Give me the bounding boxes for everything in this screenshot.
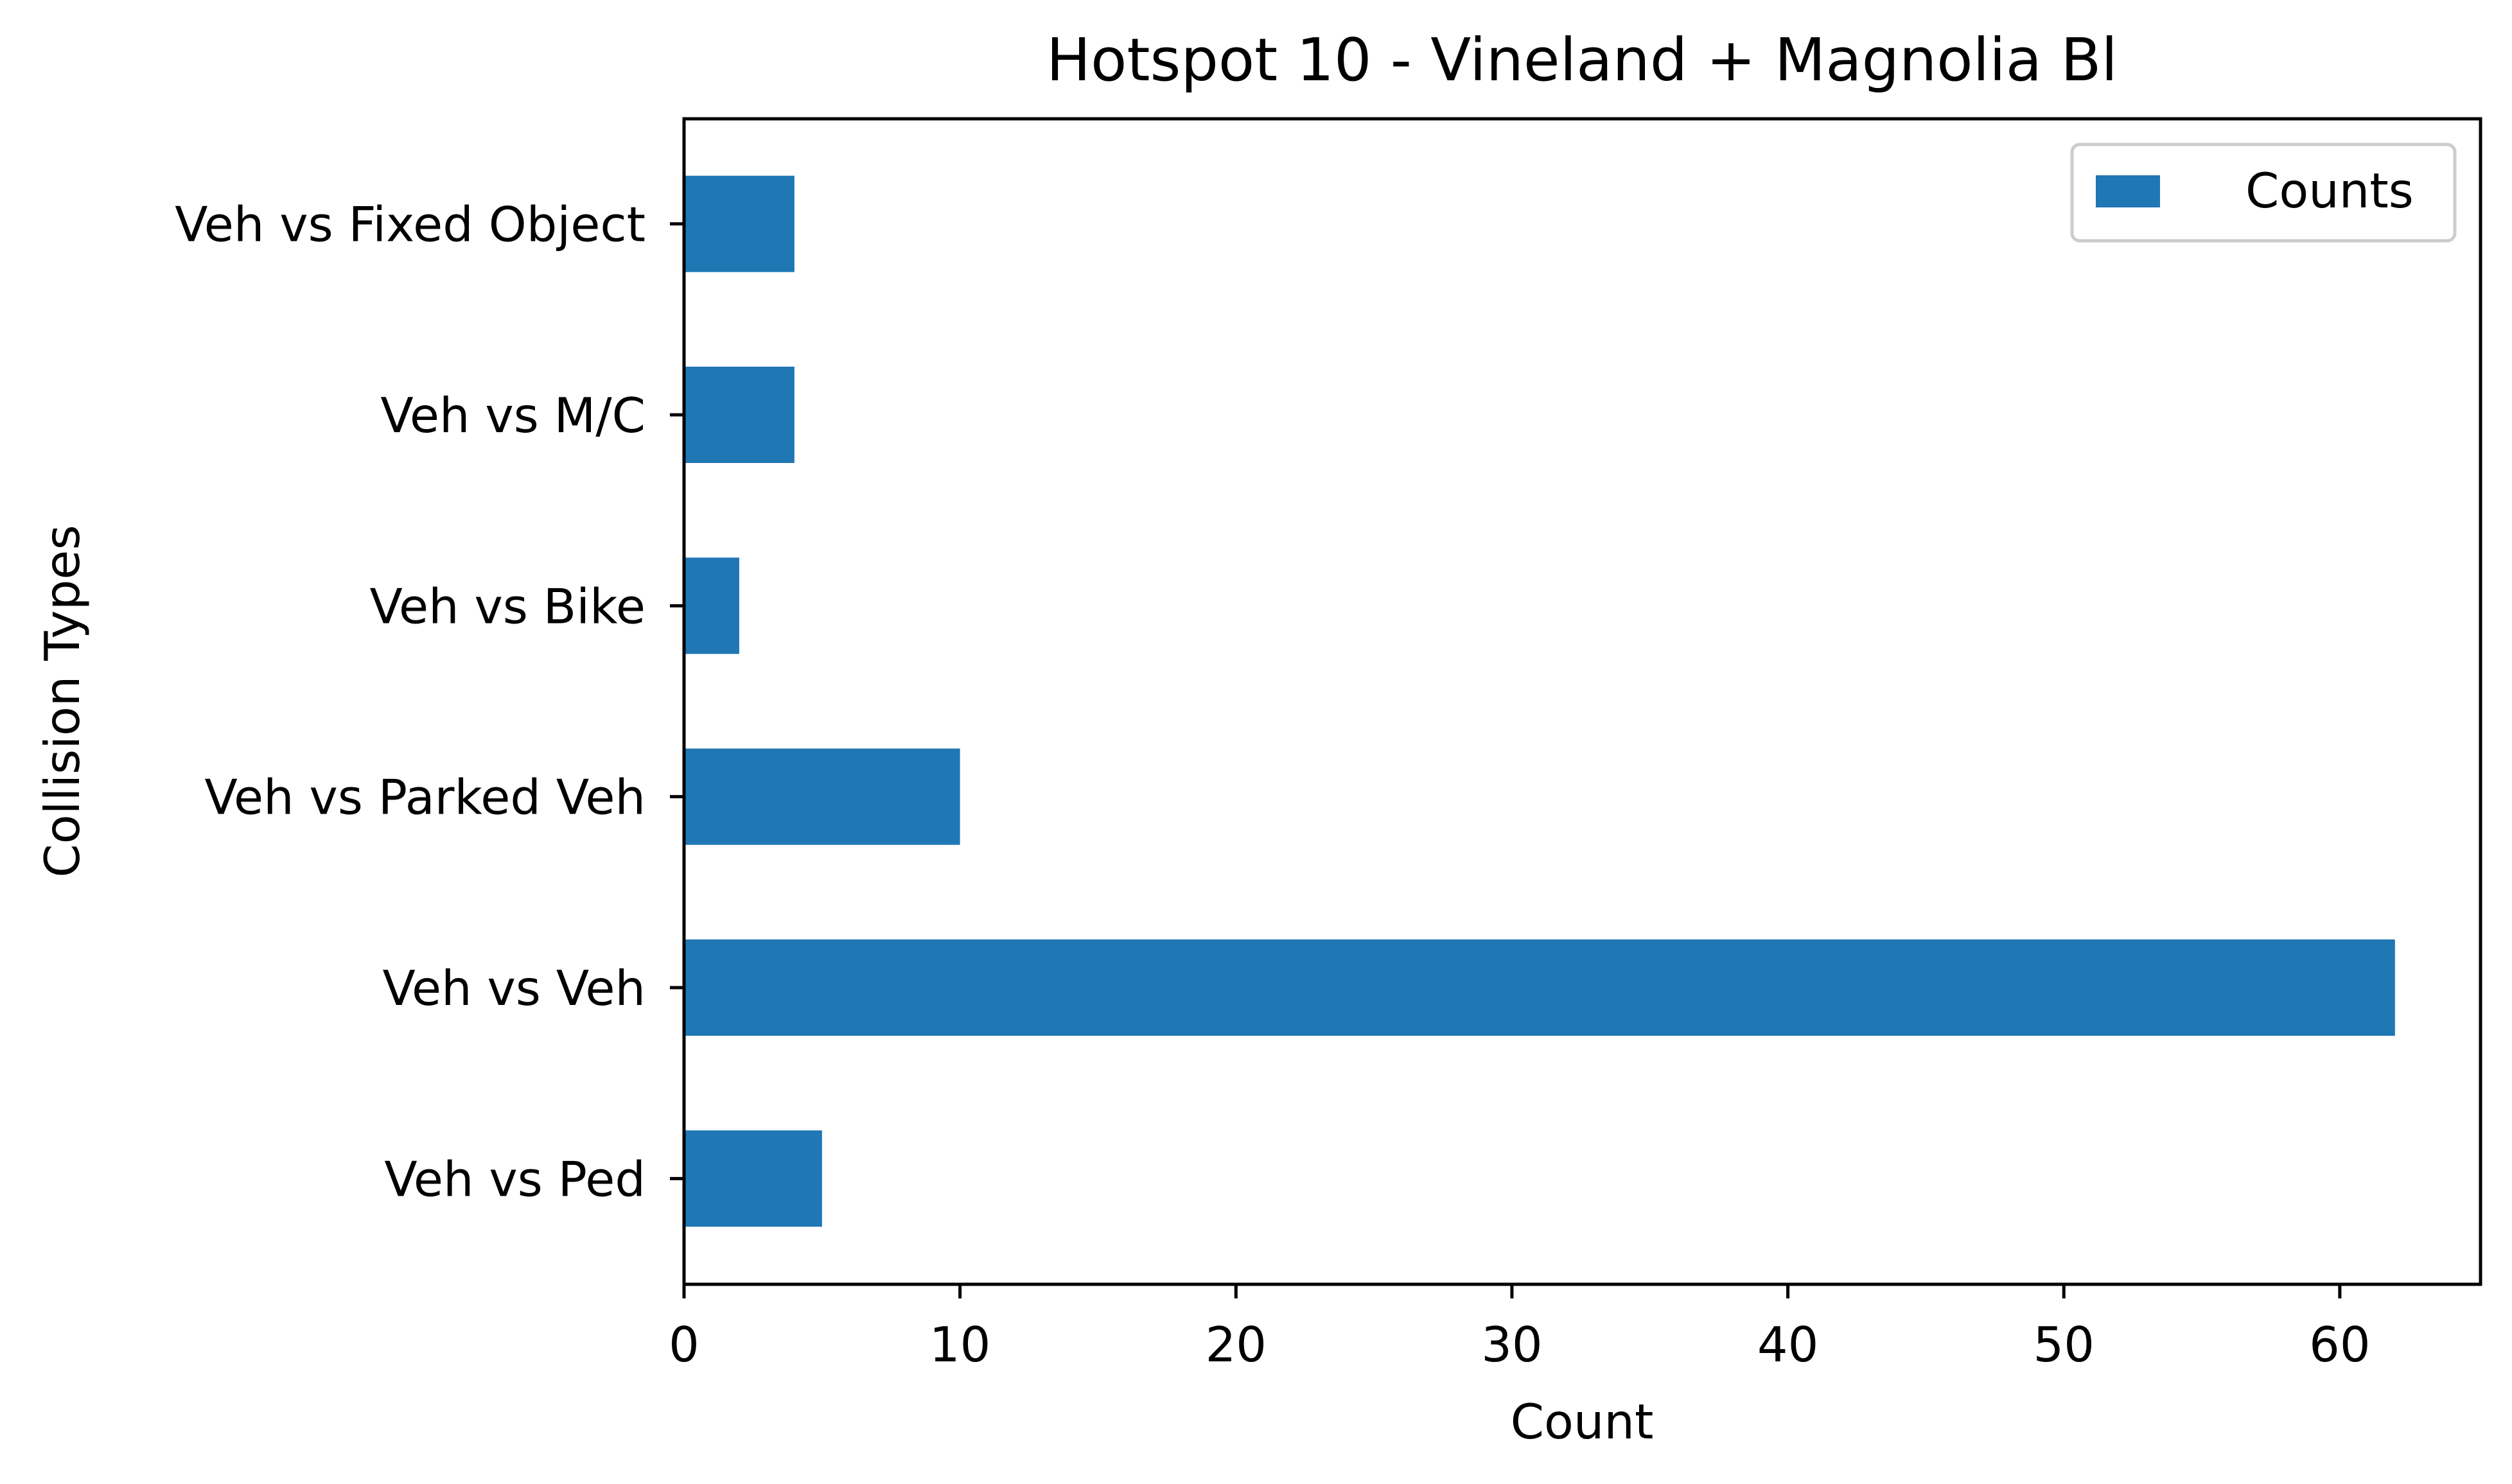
- bar-veh-vs-ped: [684, 1130, 822, 1227]
- y-tick-label: Veh vs M/C: [380, 387, 646, 444]
- bar-veh-vs-fixed-object: [684, 175, 795, 272]
- y-axis-label: Collision Types: [34, 525, 91, 877]
- x-axis-label: Count: [1511, 1393, 1654, 1450]
- bar-veh-vs-veh: [684, 939, 2395, 1036]
- x-tick-label: 60: [2309, 1316, 2370, 1373]
- y-tick-label: Veh vs Bike: [370, 578, 646, 634]
- chart-title: Hotspot 10 - Vineland + Magnolia Bl: [1046, 26, 2118, 94]
- legend-entry-counts: Counts: [2245, 162, 2414, 219]
- x-tick-label: 0: [669, 1316, 699, 1373]
- legend: Counts: [2070, 143, 2457, 243]
- bar-veh-vs-m-c: [684, 367, 795, 463]
- legend-swatch: [2096, 175, 2160, 207]
- x-tick-label: 30: [1481, 1316, 1542, 1373]
- x-tick-label: 50: [2033, 1316, 2095, 1373]
- plot-frame: [682, 117, 2482, 1286]
- bar-veh-vs-parked-veh: [684, 748, 960, 845]
- y-tick-label: Veh vs Veh: [383, 960, 646, 1017]
- x-tick-label: 10: [929, 1316, 990, 1373]
- y-axis: Veh vs Ped Veh vs Veh Veh vs Parked Veh Veh…: [175, 196, 684, 1207]
- x-tick-label: 40: [1757, 1316, 1818, 1373]
- y-tick-label: Veh vs Parked Veh: [205, 769, 646, 826]
- x-axis: 0 10 20 30 40 50 60: [669, 1284, 2371, 1373]
- y-tick-label: Veh vs Fixed Object: [175, 196, 646, 253]
- legend-frame: [2070, 143, 2457, 243]
- y-tick-label: Veh vs Ped: [384, 1151, 646, 1207]
- bars-layer: [684, 175, 2395, 1227]
- bar-veh-vs-bike: [684, 557, 739, 654]
- x-tick-label: 20: [1206, 1316, 1267, 1373]
